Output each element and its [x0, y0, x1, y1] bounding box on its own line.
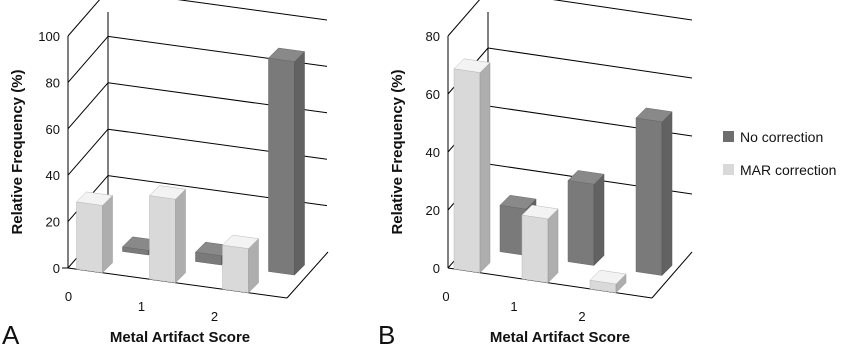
panel-a-floor-front-edge: [67, 267, 288, 299]
bar-mar-correction-0-front: [76, 201, 103, 274]
gridline-left-60: [67, 82, 109, 130]
panel-a-x-tick-labels: 0 1 2: [65, 289, 218, 324]
y-tick-label: 0: [53, 261, 60, 276]
x-tick-label: 1: [510, 299, 517, 314]
panel-b-floor-right-edge: [651, 251, 693, 299]
bar-mar-correction-0-top: [75, 191, 114, 206]
y-tick-label: 60: [46, 122, 60, 137]
gridline-back-80: [552, 0, 693, 21]
bar-mar-correction-2-top: [589, 269, 627, 285]
panel-a-y-axis-label: Relative Frequency (%): [9, 69, 26, 234]
bar-no-correction-1-side: [593, 173, 605, 267]
bar-mar-correction-1-side: [547, 208, 559, 284]
bar-mar-correction-1: [521, 204, 559, 284]
y-tick-label: 60: [426, 87, 440, 102]
panel-b-bars: [453, 58, 673, 294]
bar-no-correction-2-front: [268, 57, 295, 276]
y-tick-label: 0: [433, 261, 440, 276]
gridline-left-80: [67, 36, 109, 83]
panel-a-frame: [62, 12, 329, 299]
bar-no-correction-1: [567, 170, 605, 267]
bar-mar-correction-1-top: [148, 185, 187, 200]
bar-mar-correction-0-front: [453, 68, 481, 273]
panel-a-bars: [75, 47, 306, 294]
bar-mar-correction-2: [589, 269, 627, 294]
bar-no-correction-1-front: [567, 180, 595, 266]
bar-no-correction-2-side: [661, 111, 673, 277]
gridline-left-40: [67, 128, 109, 176]
x-tick-label: 2: [211, 309, 218, 324]
gridline-left-100: [67, 0, 100, 37]
bar-no-correction-2-front: [635, 117, 663, 276]
bar-mar-correction-2-front: [222, 244, 249, 294]
bar-no-correction-0-top: [499, 194, 537, 210]
y-tick-label: 20: [426, 203, 440, 218]
bar-mar-correction-0-top: [453, 58, 491, 73]
bar-mar-correction-0: [453, 58, 491, 274]
panel-a-x-axis-label: Metal Artifact Score: [110, 329, 250, 346]
bar-no-correction-2-side: [294, 50, 305, 276]
y-tick-label: 100: [38, 29, 60, 44]
x-tick-label: 0: [65, 289, 72, 304]
panel-a-floor-right-edge: [286, 251, 329, 299]
bar-no-correction-2: [635, 107, 673, 277]
y-tick-label: 40: [46, 168, 60, 183]
bar-no-correction-2: [267, 47, 306, 276]
bar-mar-correction-1-front: [149, 195, 176, 284]
panel-a-label: A: [2, 320, 20, 350]
bar-mar-correction-1-top: [521, 204, 559, 220]
bar-mar-correction-0-side: [479, 62, 491, 274]
bar-mar-correction-2-top: [221, 234, 260, 249]
legend-label-mar-correction: MAR correction: [740, 162, 836, 178]
bar-mar-correction-0: [75, 191, 114, 274]
gridline-left-80: [447, 0, 480, 37]
legend: No correction MAR correction: [723, 129, 836, 178]
y-tick-label: 40: [426, 145, 440, 160]
bar-no-correction-1-top: [567, 170, 605, 185]
panel-b-y-axis-label: Relative Frequency (%): [389, 69, 406, 234]
bar-no-correction-2-top: [267, 47, 306, 62]
x-tick-label: 2: [578, 309, 585, 324]
x-tick-label: 1: [138, 299, 145, 314]
bar-mar-correction-0-side: [102, 194, 113, 274]
legend-label-no-correction: No correction: [740, 129, 823, 145]
panel-b-y-tick-labels: 0 20 40 60 80: [426, 29, 440, 276]
bar-mar-correction-1-side: [175, 188, 186, 284]
panel-b-floor-front-edge: [447, 267, 653, 299]
bar-no-correction-2-top: [635, 107, 673, 123]
panel-b-x-axis-label: Metal Artifact Score: [490, 329, 630, 346]
panel-b-x-tick-labels: 0 1 2: [442, 289, 585, 324]
y-tick-label: 80: [46, 75, 60, 90]
bar-mar-correction-2: [221, 234, 260, 294]
gridline-back-60: [487, 47, 693, 79]
y-tick-label: 80: [426, 29, 440, 44]
bar-mar-correction-1-front: [521, 214, 549, 283]
bar-mar-correction-1: [148, 185, 187, 284]
legend-swatch-no-correction: [723, 131, 734, 142]
y-tick-label: 20: [46, 215, 60, 230]
panel-b-label: B: [378, 320, 395, 350]
legend-swatch-mar-correction: [723, 164, 734, 175]
panel-a-y-tick-labels: 0 20 40 60 80 100: [38, 29, 60, 276]
x-tick-label: 0: [442, 289, 449, 304]
gridline-back-100: [177, 0, 328, 21]
